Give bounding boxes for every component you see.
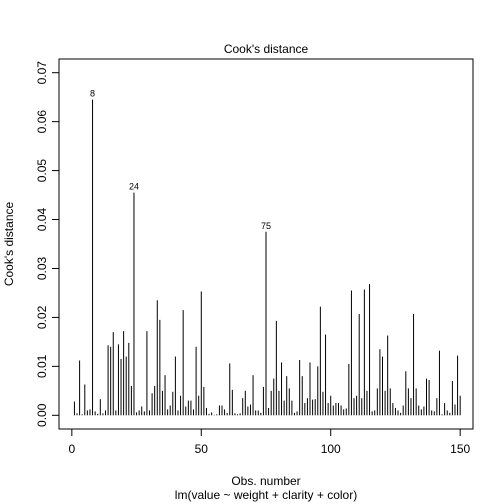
x-axis: 0 50 100 150 [68,428,470,456]
point-label-8: 8 [90,89,95,99]
y-tick-label-6: 0.06 [35,110,49,134]
chart-subtitle: lm(value ~ weight + clarity + color) [175,488,357,502]
y-tick-label-1: 0.01 [35,354,49,378]
y-axis: 0.00 0.01 0.02 0.03 0.04 0.05 0.06 0.07 [35,61,60,427]
chart-title: Cook's distance [224,42,309,56]
bars-layer [73,99,461,416]
y-tick-label-5: 0.05 [35,159,49,183]
x-tick-label-100: 100 [321,442,341,456]
y-tick-label-3: 0.03 [35,256,49,280]
y-tick-label-4: 0.04 [35,208,49,232]
x-tick-label-150: 150 [450,442,470,456]
point-labels-layer: 8 24 75 [90,89,271,231]
point-label-24: 24 [129,182,139,192]
x-tick-label-50: 50 [195,442,209,456]
y-axis-title: Cook's distance [2,202,16,287]
x-tick-label-0: 0 [68,442,75,456]
y-tick-label-7: 0.07 [35,61,49,85]
point-label-75: 75 [261,221,271,231]
y-tick-label-0: 0.00 [35,403,49,427]
y-tick-label-2: 0.02 [35,305,49,329]
x-axis-title: Obs. number [231,474,300,488]
